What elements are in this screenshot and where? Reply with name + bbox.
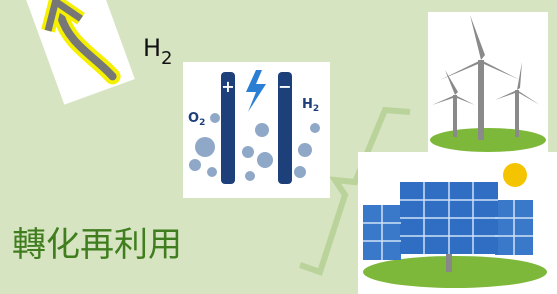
wind-icon (428, 12, 548, 152)
caption: 轉化再利用 (12, 225, 182, 265)
electrolysis-icon: + − O2 H2 (183, 62, 330, 198)
solar-icon (358, 152, 557, 294)
minus-sign: − (278, 77, 291, 96)
slide: H2 + − O2 H2 (0, 0, 557, 294)
plus-sign: + (221, 77, 234, 96)
